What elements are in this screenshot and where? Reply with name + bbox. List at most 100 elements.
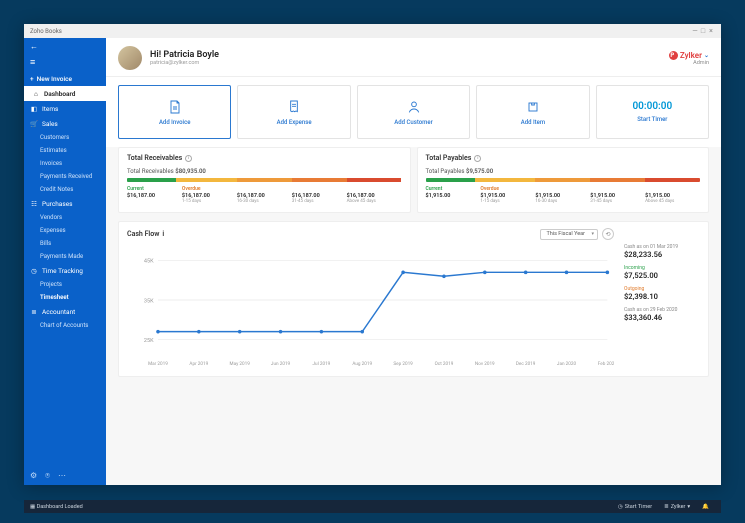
sidebar-sub-timesheet[interactable]: Timesheet <box>24 291 106 304</box>
bucket: $16,187.0016-30 days <box>237 186 292 204</box>
window-min-icon[interactable]: — <box>691 27 699 35</box>
bucket: Current$16,187.00 <box>127 186 182 204</box>
cube-icon: ◧ <box>30 105 38 113</box>
sidebar: ← ≡ +New Invoice ⌂Dashboard ◧Items 🛒Sale… <box>24 38 106 485</box>
info-icon[interactable]: i <box>162 230 164 238</box>
accountant-icon: ≣ <box>30 308 38 316</box>
sidebar-sub-chart-of-accounts[interactable]: Chart of Accounts <box>24 319 106 332</box>
sidebar-item-sales[interactable]: 🛒Sales <box>24 116 106 131</box>
user-role: Admin <box>669 60 709 66</box>
greeting-email: patricia@zylker.com <box>150 60 219 66</box>
settings-icon[interactable]: ⚙ <box>30 471 37 481</box>
sidebar-sub-expenses[interactable]: Expenses <box>24 224 106 237</box>
org-switcher[interactable]: P Zylker ⌄ <box>669 51 709 60</box>
greeting: Hi! Patricia Boyle <box>150 50 219 60</box>
sidebar-item-items[interactable]: ◧Items <box>24 101 106 116</box>
menu-icon[interactable]: ≡ <box>24 55 106 72</box>
info-icon[interactable]: i <box>474 155 481 162</box>
bucket: $1,915.0031-45 days <box>590 186 645 204</box>
receivables-buckets: Current$16,187.00 Overdue$16,187.001-15 … <box>127 186 402 204</box>
window-max-icon[interactable]: □ <box>699 27 707 35</box>
cashflow-chart: 45K35K25KMar 2019Apr 2019May 2019Jun 201… <box>127 244 614 370</box>
sidebar-item-purchases[interactable]: ☷Purchases <box>24 196 106 211</box>
sidebar-sub-bills[interactable]: Bills <box>24 237 106 250</box>
start-timer-card[interactable]: 00:00:00 Start Timer <box>596 85 709 139</box>
payables-bar <box>426 178 701 182</box>
period-select[interactable]: This Fiscal Year <box>540 229 598 240</box>
cashflow-panel: Cash Flowi This Fiscal Year ⟲ 45K35K25KM… <box>118 221 709 377</box>
svg-text:25K: 25K <box>144 338 154 344</box>
sidebar-sub-payments-made[interactable]: Payments Made <box>24 250 106 263</box>
add-invoice-card[interactable]: Add Invoice <box>118 85 231 139</box>
sidebar-sub-estimates[interactable]: Estimates <box>24 144 106 157</box>
bucket: Overdue$1,915.001-15 days <box>480 186 535 204</box>
svg-text:Nov 2019: Nov 2019 <box>475 361 495 367</box>
bucket: Current$1,915.00 <box>426 186 481 204</box>
invoice-icon <box>167 99 183 115</box>
window-close-icon[interactable]: × <box>707 27 715 35</box>
svg-text:Sep 2019: Sep 2019 <box>393 361 413 367</box>
timer-value: 00:00:00 <box>632 101 672 112</box>
receipt-icon <box>286 99 302 115</box>
back-icon[interactable]: ← <box>30 42 38 51</box>
payables-panel: Total Payablesi Total Payables $9,575.00… <box>417 147 710 213</box>
box-icon <box>525 99 541 115</box>
more-icon[interactable]: ⋯ <box>58 471 66 481</box>
status-start-timer[interactable]: ◷Start Timer <box>612 504 658 510</box>
add-item-card[interactable]: Add Item <box>476 85 589 139</box>
svg-text:Mar 2019: Mar 2019 <box>148 361 168 367</box>
cashflow-stat: Cash as on 29 Feb 2020$33,360.46 <box>624 307 700 322</box>
cashflow-stat: Incoming$7,525.00 <box>624 265 700 280</box>
sidebar-sub-invoices[interactable]: Invoices <box>24 157 106 170</box>
notification-icon[interactable]: 🔔 <box>696 504 715 510</box>
sidebar-sub-vendors[interactable]: Vendors <box>24 211 106 224</box>
add-expense-card[interactable]: Add Expense <box>237 85 350 139</box>
org-icon: ≣ <box>664 504 669 510</box>
svg-text:Feb 2020: Feb 2020 <box>598 361 614 367</box>
bucket: Overdue$16,187.001-15 days <box>182 186 237 204</box>
timer-icon: ◷ <box>618 504 623 510</box>
home-icon: ⌂ <box>32 90 40 98</box>
bag-icon: ☷ <box>30 200 38 208</box>
sidebar-item-dashboard[interactable]: ⌂Dashboard <box>24 86 106 101</box>
brand-logo-icon: P <box>669 51 678 60</box>
sidebar-sub-payments-received[interactable]: Payments Received <box>24 170 106 183</box>
main-content: Hi! Patricia Boyle patricia@zylker.com P… <box>106 38 721 485</box>
avatar[interactable] <box>118 46 142 70</box>
sidebar-sub-customers[interactable]: Customers <box>24 131 106 144</box>
user-icon[interactable]: ⍟ <box>45 471 50 481</box>
svg-text:Oct 2019: Oct 2019 <box>435 361 454 367</box>
cashflow-stat: Cash as on 01 Mar 2019$28,233.56 <box>624 244 700 259</box>
svg-text:Jun 2019: Jun 2019 <box>271 361 291 367</box>
bucket: $16,187.00Above 45 days <box>347 186 402 204</box>
status-dashboard-icon: ▦ <box>30 504 35 510</box>
status-org[interactable]: ≣Zylker ▾ <box>658 504 696 510</box>
person-icon <box>406 99 422 115</box>
sidebar-item-time-tracking[interactable]: ◷Time Tracking <box>24 263 106 278</box>
plus-icon: + <box>30 75 34 83</box>
titlebar: Zoho Books — □ × <box>24 24 721 38</box>
payables-buckets: Current$1,915.00 Overdue$1,915.001-15 da… <box>426 186 701 204</box>
quick-action-cards: Add Invoice Add Expense Add Customer Add… <box>106 77 721 147</box>
refresh-button[interactable]: ⟲ <box>602 228 614 240</box>
sidebar-item-accountant[interactable]: ≣Accountant <box>24 304 106 319</box>
svg-text:45K: 45K <box>144 259 154 265</box>
add-customer-card[interactable]: Add Customer <box>357 85 470 139</box>
cart-icon: 🛒 <box>30 120 38 128</box>
info-icon[interactable]: i <box>185 155 192 162</box>
receivables-bar <box>127 178 402 182</box>
statusbar: ▦ Dashboard Loaded ◷Start Timer ≣Zylker … <box>24 500 721 513</box>
sidebar-sub-projects[interactable]: Projects <box>24 278 106 291</box>
svg-text:Jul 2019: Jul 2019 <box>312 361 330 367</box>
window-title: Zoho Books <box>30 28 62 35</box>
new-invoice-button[interactable]: +New Invoice <box>24 72 106 86</box>
clock-icon: ◷ <box>30 267 38 275</box>
chevron-down-icon: ⌄ <box>704 52 709 59</box>
sidebar-sub-credit-notes[interactable]: Credit Notes <box>24 183 106 196</box>
bucket: $1,915.00Above 45 days <box>645 186 700 204</box>
svg-text:Dec 2019: Dec 2019 <box>516 361 536 367</box>
cashflow-stats: Cash as on 01 Mar 2019$28,233.56 Incoming… <box>624 228 700 370</box>
bucket: $1,915.0016-30 days <box>535 186 590 204</box>
svg-text:Jan 2020: Jan 2020 <box>557 361 577 367</box>
header: Hi! Patricia Boyle patricia@zylker.com P… <box>106 38 721 77</box>
